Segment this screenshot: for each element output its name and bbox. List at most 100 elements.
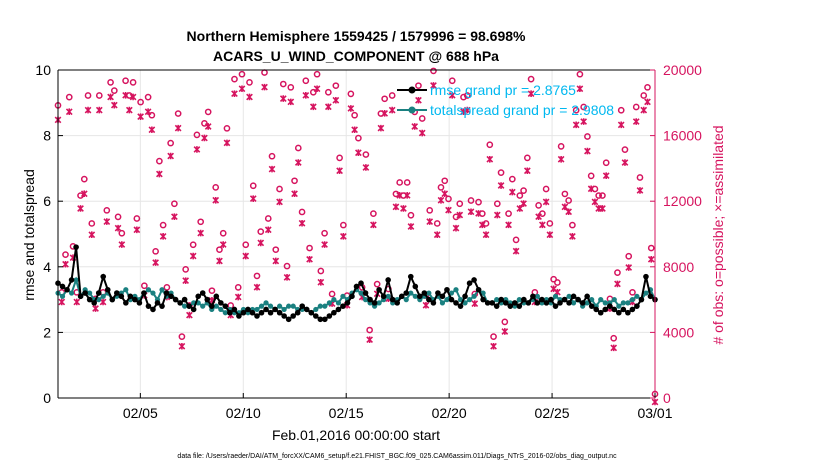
obs-assimilated-point bbox=[418, 129, 426, 137]
obs-assimilated-point bbox=[133, 226, 141, 234]
totalspread-point bbox=[444, 297, 450, 303]
rmse-point bbox=[208, 303, 215, 309]
obs-possible-point bbox=[294, 144, 302, 152]
obs-assimilated-point bbox=[471, 300, 479, 307]
obs-assimilated-point bbox=[62, 260, 69, 268]
obs-possible-point bbox=[141, 282, 148, 290]
rmse-point bbox=[258, 309, 265, 316]
obs-possible-point bbox=[212, 184, 220, 191]
obs-possible-point bbox=[118, 229, 126, 237]
obs-possible-point bbox=[234, 284, 242, 291]
totalspread-point bbox=[516, 297, 522, 303]
obs-possible-point bbox=[148, 111, 156, 119]
rmse-point bbox=[561, 296, 568, 303]
obs-possible-point bbox=[617, 106, 625, 114]
obs-possible-point bbox=[313, 70, 321, 78]
obs-possible-point bbox=[208, 287, 216, 295]
axes: 02/05 02/10 02/15 02/20 02/25 03/010246810040… bbox=[35, 62, 702, 421]
obs-assimilated-point bbox=[460, 108, 467, 116]
rmse-point bbox=[430, 300, 437, 306]
obs-possible-point bbox=[418, 115, 426, 122]
rmse-point bbox=[643, 273, 649, 280]
y-axis-label: rmse and totalspread bbox=[21, 169, 37, 301]
obs-possible-point bbox=[257, 228, 265, 235]
obs-possible-point bbox=[621, 146, 629, 153]
rmse-point bbox=[394, 300, 401, 306]
obs-assimilated-point bbox=[542, 198, 550, 206]
obs-possible-point bbox=[362, 151, 370, 158]
obs-assimilated-point bbox=[287, 98, 295, 106]
rmse-point bbox=[91, 300, 97, 306]
x-tick-label: 02/20 bbox=[432, 405, 467, 421]
obs-possible-point bbox=[107, 79, 114, 86]
obs-possible-point bbox=[291, 177, 298, 185]
rmse-point bbox=[389, 296, 396, 303]
rmse-point bbox=[579, 300, 586, 306]
totalspread-point bbox=[362, 297, 369, 303]
rmse-point bbox=[123, 300, 129, 306]
obs-possible-point bbox=[512, 236, 520, 244]
obs-assimilated-point bbox=[614, 280, 621, 288]
totalspread-point bbox=[598, 297, 604, 303]
totalspread-point bbox=[87, 290, 93, 296]
obs-possible-point bbox=[366, 326, 373, 334]
obs-assimilated-point bbox=[156, 170, 163, 178]
obs-assimilated-point bbox=[309, 103, 317, 111]
obs-possible-point bbox=[298, 208, 306, 216]
rmse-point bbox=[552, 303, 559, 309]
obs-assimilated-point bbox=[501, 328, 509, 335]
obs-assimilated-point bbox=[152, 259, 159, 266]
obs-assimilated-point bbox=[351, 126, 358, 134]
rmse-point bbox=[480, 296, 486, 303]
totalspread-point bbox=[453, 287, 459, 293]
obs-possible-point bbox=[204, 108, 212, 116]
rmse-point bbox=[625, 309, 631, 316]
obs-assimilated-point bbox=[77, 205, 84, 212]
obs-assimilated-point bbox=[640, 106, 648, 114]
rmse-point bbox=[154, 300, 161, 306]
obs-possible-point bbox=[407, 211, 415, 219]
obs-assimilated-point bbox=[110, 101, 118, 109]
totalspread-point bbox=[281, 306, 287, 313]
obs-assimilated-point bbox=[347, 105, 355, 112]
rmse-point bbox=[168, 293, 174, 300]
obs-possible-point bbox=[306, 244, 313, 252]
obs-possible-point bbox=[122, 77, 129, 85]
obs-assimilated-point bbox=[505, 221, 512, 229]
rmse-point bbox=[629, 306, 636, 313]
obs-assimilated-point bbox=[456, 211, 464, 219]
rmse-point bbox=[317, 316, 324, 323]
totalspread-point bbox=[611, 297, 617, 303]
obs-assimilated-point bbox=[516, 205, 524, 212]
obs-assimilated-point bbox=[84, 106, 92, 114]
rmse-point bbox=[530, 293, 536, 300]
legend-marker-totalspread bbox=[408, 106, 416, 114]
rmse-point bbox=[172, 296, 179, 303]
rmse-point bbox=[326, 313, 333, 319]
obs-possible-point bbox=[272, 246, 280, 254]
rmse-point bbox=[516, 303, 523, 309]
obs-possible-point bbox=[629, 288, 636, 296]
obs-assimilated-point bbox=[599, 205, 606, 212]
obs-assimilated-point bbox=[621, 159, 629, 166]
rmse-point bbox=[59, 283, 66, 290]
totalspread-point bbox=[471, 293, 477, 299]
totalspread-point bbox=[462, 300, 468, 306]
rmse-point bbox=[132, 296, 138, 303]
totalspread-point bbox=[335, 300, 342, 306]
obs-possible-point bbox=[332, 82, 340, 90]
obs-possible-point bbox=[396, 179, 404, 186]
y2-tick-label: 0 bbox=[663, 390, 671, 406]
obs-assimilated-point bbox=[216, 257, 223, 265]
obs-assimilated-point bbox=[223, 139, 231, 147]
rmse-point bbox=[511, 300, 518, 306]
y-tick-label: 8 bbox=[43, 128, 51, 144]
obs-assimilated-point bbox=[508, 188, 516, 196]
obs-assimilated-point bbox=[411, 123, 419, 130]
obs-possible-point bbox=[437, 184, 445, 191]
rmse-point bbox=[353, 283, 360, 290]
rmse-point bbox=[557, 300, 563, 306]
obs-assimilated-point bbox=[182, 277, 190, 285]
rmse-point bbox=[376, 286, 382, 293]
rmse-point bbox=[362, 290, 369, 296]
